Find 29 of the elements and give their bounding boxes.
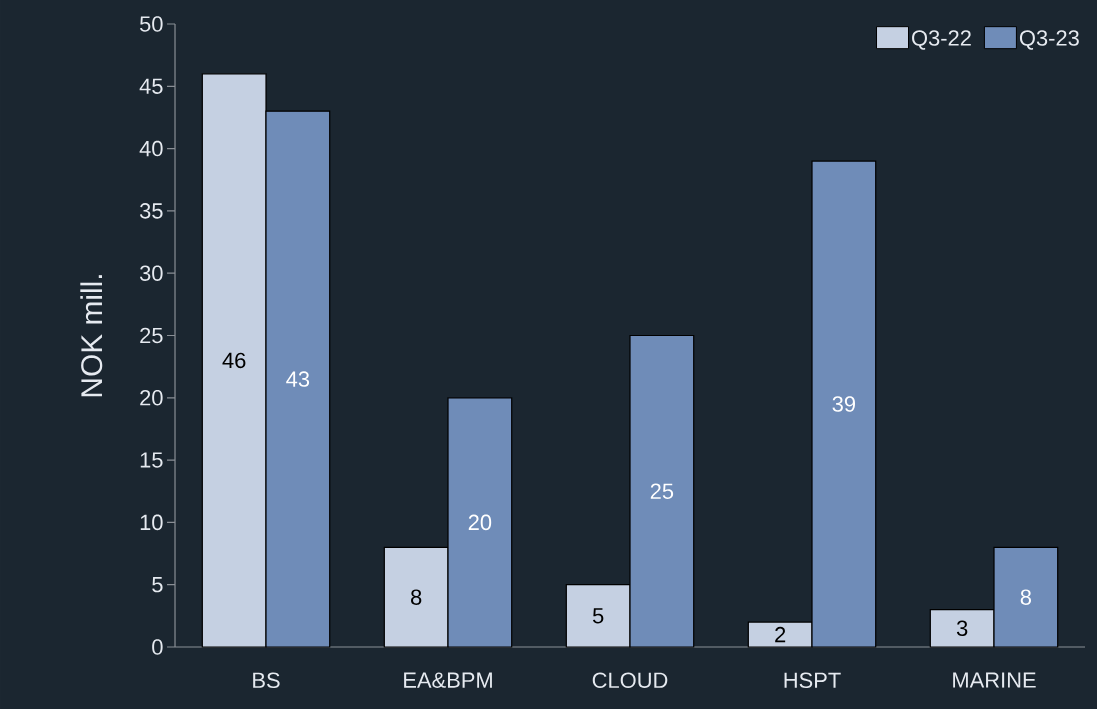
y-axis-title: NOK mill. — [80, 275, 103, 397]
y-tick-label: 40 — [139, 140, 163, 157]
data-label: 3 — [956, 620, 968, 637]
data-label: 20 — [468, 514, 492, 531]
data-label: 5 — [592, 608, 604, 624]
data-label: 2 — [775, 626, 786, 643]
data-label: 25 — [650, 483, 674, 499]
x-tick-label: EA&BPM — [404, 672, 492, 688]
y-tick-label: 10 — [140, 514, 163, 531]
x-tick-label: MARINE — [953, 672, 1036, 688]
data-label: 43 — [286, 371, 310, 387]
data-label: 46 — [222, 352, 246, 369]
y-tick-label: 5 — [152, 577, 163, 593]
y-tick-label: 30 — [139, 265, 163, 281]
y-tick-label: 35 — [139, 203, 163, 219]
y-tick-label: 15 — [140, 452, 163, 468]
legend-label: Q3-22 — [912, 30, 971, 50]
y-tick-label: 25 — [140, 327, 163, 344]
y-tick-label: 20 — [140, 390, 163, 406]
data-label: 8 — [411, 589, 422, 605]
x-tick-label: BS — [253, 672, 280, 689]
legend-label: Q3-23 — [1019, 30, 1079, 50]
y-tick-label: 0 — [152, 639, 163, 655]
data-label: 39 — [832, 396, 856, 412]
x-tick-label: HSPT — [784, 672, 841, 689]
x-tick-label: CLOUD — [592, 672, 668, 689]
y-tick-label: 45 — [139, 78, 163, 94]
data-label: 8 — [1020, 589, 1031, 605]
y-tick-label: 50 — [139, 16, 163, 32]
